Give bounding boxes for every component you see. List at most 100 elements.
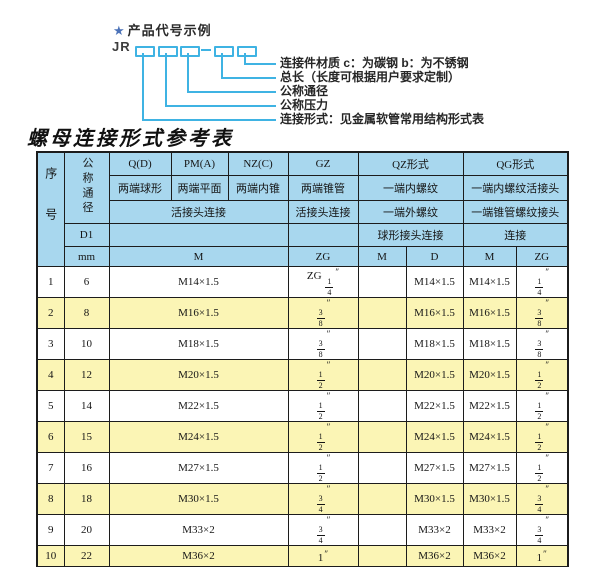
- cell-union-thread-m: M18×1.5: [108, 328, 289, 360]
- cell-serial: 10: [36, 545, 65, 567]
- header-one-end-taper-thread-joint: 一端锥管螺纹接头: [462, 200, 569, 224]
- cell-zg: 1 2 ″: [287, 359, 359, 391]
- cell-mm: 6: [63, 266, 110, 298]
- cell-qg-zg: 1 2 ″: [515, 359, 569, 391]
- cell-mm: 22: [63, 545, 110, 567]
- table-row: 4 12 M20×1.5 1 2 ″ M20×1.5 M20×1.5 1 2 ″: [36, 359, 569, 391]
- col-header-form-gz: GZ: [287, 151, 359, 176]
- cell-qg-m: M16×1.5: [462, 297, 517, 329]
- cell-zg: 3 8 ″: [287, 328, 359, 360]
- connector-line: [142, 119, 276, 121]
- cell-zg: 1 2 ″: [287, 452, 359, 484]
- header-thread-zg: ZG: [287, 246, 359, 267]
- header-one-end-internal-thread-union: 一端内螺纹活接头: [462, 175, 569, 201]
- col-header-serial: 序号: [36, 151, 65, 267]
- cell-union-thread-m: M22×1.5: [108, 390, 289, 422]
- product-code-prefix: JR: [112, 39, 131, 54]
- header-blank-gz: [287, 223, 359, 247]
- cell-zg: 1″: [287, 545, 359, 567]
- cell-mm: 8: [63, 297, 110, 329]
- header-qg-thread-m: M: [462, 246, 517, 267]
- col-header-form-pma: PM(A): [170, 151, 229, 176]
- header-union-connection: 活接头连接: [108, 200, 289, 224]
- connector-line: [165, 53, 167, 107]
- connector-line: [244, 53, 246, 65]
- connector-line: [165, 105, 276, 107]
- cell-qz-d: M24×1.5: [405, 421, 464, 453]
- cell-qg-zg: 1 2 ″: [515, 421, 569, 453]
- cell-qz-d: M33×2: [405, 514, 464, 546]
- cell-qz-m: [357, 297, 407, 329]
- cell-qz-m: [357, 545, 407, 567]
- col-header-form-qg: QG形式: [462, 151, 569, 176]
- cell-serial: 8: [36, 483, 65, 515]
- cell-qg-m: M30×1.5: [462, 483, 517, 515]
- code-label-material: 连接件材质 c：为碳钢 b：为不锈钢: [280, 56, 469, 70]
- cell-serial: 5: [36, 390, 65, 422]
- table-row: 3 10 M18×1.5 3 8 ″ M18×1.5 M18×1.5 3 8 ″: [36, 328, 569, 360]
- cell-serial: 2: [36, 297, 65, 329]
- cell-union-thread-m: M16×1.5: [108, 297, 289, 329]
- cell-qz-m: [357, 328, 407, 360]
- cell-qz-d: M20×1.5: [405, 359, 464, 391]
- table-body: 1 6 M14×1.5 ZG 1 4 ″ M14×1.5 M14×1.5 1 4 ″ 2 8 M16×1.…: [36, 266, 569, 567]
- cell-zg: 3 4 ″: [287, 514, 359, 546]
- cell-qz-d: M16×1.5: [405, 297, 464, 329]
- cell-qg-zg: 1 2 ″: [515, 390, 569, 422]
- cell-qz-m: [357, 359, 407, 391]
- table-title: 螺母连接形式参考表: [27, 128, 234, 150]
- cell-union-thread-m: M30×1.5: [108, 483, 289, 515]
- col-header-form-nzc: NZ(C): [227, 151, 289, 176]
- diagram-heading: ★ 产品代号示例: [113, 20, 212, 39]
- header-qz-thread-d: D: [405, 246, 464, 267]
- code-label-connection: 连接形式：见金属软管常用结构形式表: [280, 112, 485, 126]
- code-box-1: [135, 46, 155, 57]
- cell-serial: 9: [36, 514, 65, 546]
- cell-zg: 1 2 ″: [287, 390, 359, 422]
- cell-qz-m: [357, 421, 407, 453]
- connector-line: [221, 77, 276, 79]
- cell-qz-m: [357, 390, 407, 422]
- table-row: 8 18 M30×1.5 3 4 ″ M30×1.5 M30×1.5 3 4 ″: [36, 483, 569, 515]
- cell-qz-d: M36×2: [405, 545, 464, 567]
- cell-qg-zg: 1 2 ″: [515, 452, 569, 484]
- header-qz-thread-m: M: [357, 246, 407, 267]
- cell-qg-zg: 1 4 ″: [515, 266, 569, 298]
- cell-mm: 14: [63, 390, 110, 422]
- nominal-diameter-vertical-text: 公称通径: [81, 156, 93, 217]
- table-row: 5 14 M22×1.5 1 2 ″ M22×1.5 M22×1.5 1 2 ″: [36, 390, 569, 422]
- header-one-end-external-thread: 一端外螺纹: [357, 200, 464, 224]
- header-thread-m: M: [108, 246, 289, 267]
- header-ends-flat: 两端平面: [170, 175, 229, 201]
- nut-connection-reference-table: 序号 公称通径 Q(D) PM(A) NZ(C) GZ QZ形式 QG形式 两端…: [36, 151, 570, 567]
- cell-qg-m: M22×1.5: [462, 390, 517, 422]
- header-spherical-joint-connection: 球形接头连接: [357, 223, 464, 247]
- col-header-nominal-diameter: 公称通径: [63, 151, 110, 224]
- cell-union-thread-m: M27×1.5: [108, 452, 289, 484]
- connector-line: [187, 53, 189, 93]
- cell-union-thread-m: M14×1.5: [108, 266, 289, 298]
- cell-mm: 12: [63, 359, 110, 391]
- header-ends-inner-cone: 两端内锥: [227, 175, 289, 201]
- cell-serial: 6: [36, 421, 65, 453]
- cell-qz-d: M30×1.5: [405, 483, 464, 515]
- star-icon: ★: [113, 23, 126, 38]
- cell-qg-m: M36×2: [462, 545, 517, 567]
- table-row: 7 16 M27×1.5 1 2 ″ M27×1.5 M27×1.5 1 2 ″: [36, 452, 569, 484]
- table-row: 10 22 M36×2 1″ M36×2 M36×2 1″: [36, 545, 569, 567]
- header-qg-thread-zg: ZG: [515, 246, 569, 267]
- col-header-form-qd: Q(D): [108, 151, 172, 176]
- cell-qg-zg: 3 4 ″: [515, 514, 569, 546]
- table-row: 1 6 M14×1.5 ZG 1 4 ″ M14×1.5 M14×1.5 1 4 ″: [36, 266, 569, 298]
- cell-union-thread-m: M33×2: [108, 514, 289, 546]
- cell-qg-zg: 3 8 ″: [515, 328, 569, 360]
- cell-qg-m: M20×1.5: [462, 359, 517, 391]
- cell-union-thread-m: M24×1.5: [108, 421, 289, 453]
- cell-zg: ZG 1 4 ″: [287, 266, 359, 298]
- cell-mm: 20: [63, 514, 110, 546]
- connector-line: [142, 53, 144, 121]
- cell-qz-m: [357, 514, 407, 546]
- cell-qg-m: M24×1.5: [462, 421, 517, 453]
- code-box-4: [214, 46, 234, 57]
